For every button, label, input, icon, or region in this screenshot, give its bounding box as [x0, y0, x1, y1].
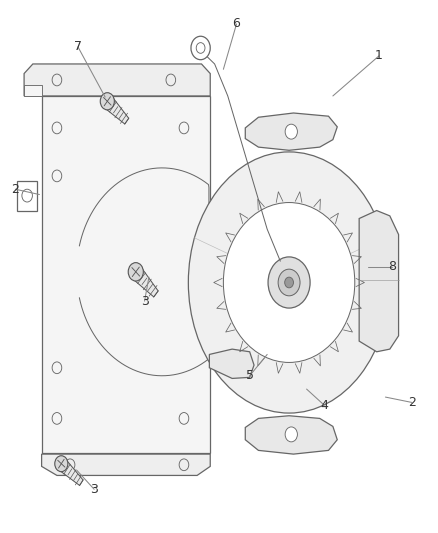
Circle shape	[22, 189, 32, 202]
Circle shape	[55, 456, 68, 472]
Circle shape	[223, 203, 355, 362]
Polygon shape	[359, 211, 399, 352]
Circle shape	[100, 93, 114, 110]
Circle shape	[285, 124, 297, 139]
Polygon shape	[131, 266, 158, 297]
Polygon shape	[24, 85, 42, 96]
Polygon shape	[17, 181, 37, 211]
Polygon shape	[209, 349, 254, 378]
Circle shape	[52, 122, 62, 134]
Ellipse shape	[188, 152, 390, 413]
Polygon shape	[245, 416, 337, 454]
Circle shape	[128, 263, 143, 281]
Circle shape	[268, 257, 310, 308]
Circle shape	[65, 459, 75, 471]
Text: 3: 3	[141, 295, 148, 308]
Circle shape	[179, 413, 189, 424]
Text: 1: 1	[375, 50, 383, 62]
Text: 3: 3	[90, 483, 98, 496]
Circle shape	[166, 74, 176, 86]
Text: 5: 5	[246, 369, 254, 382]
Text: 2: 2	[408, 396, 416, 409]
Circle shape	[52, 362, 62, 374]
Circle shape	[52, 74, 62, 86]
Text: 7: 7	[74, 41, 82, 53]
Circle shape	[52, 413, 62, 424]
Text: 4: 4	[320, 399, 328, 411]
Circle shape	[179, 122, 189, 134]
Polygon shape	[42, 454, 210, 475]
Polygon shape	[42, 96, 210, 453]
Circle shape	[278, 269, 300, 296]
Text: 8: 8	[388, 260, 396, 273]
Circle shape	[285, 277, 293, 288]
Text: 6: 6	[233, 18, 240, 30]
Text: 2: 2	[11, 183, 19, 196]
Circle shape	[191, 36, 210, 60]
Circle shape	[285, 427, 297, 442]
Polygon shape	[245, 113, 337, 150]
Circle shape	[52, 170, 62, 182]
Polygon shape	[58, 458, 83, 486]
Polygon shape	[24, 64, 210, 96]
Circle shape	[196, 43, 205, 53]
Polygon shape	[103, 95, 129, 124]
Circle shape	[179, 459, 189, 471]
